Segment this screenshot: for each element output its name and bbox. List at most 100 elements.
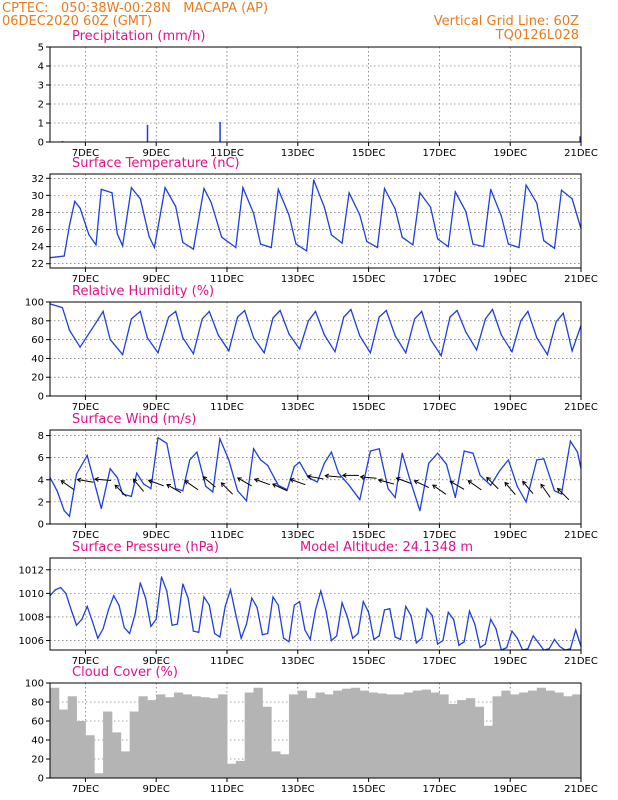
cloud-cover-bar <box>536 687 546 778</box>
cloud-cover-xtick-label: 21DEC <box>564 784 598 795</box>
humidity-point <box>475 349 478 351</box>
temperature-point <box>341 242 343 244</box>
precipitation-xtick-label: 13DEC <box>281 148 315 159</box>
pressure-ytick-label: 1008 <box>19 612 44 623</box>
wind-point <box>337 472 340 474</box>
wind-point <box>378 448 380 450</box>
wind-point <box>109 468 111 470</box>
humidity-point <box>208 310 210 312</box>
cloud-cover-bar <box>315 692 325 778</box>
wind-arrow <box>289 477 306 486</box>
pressure-point <box>426 608 428 610</box>
cloud-cover-bar <box>271 751 281 778</box>
wind-point <box>408 476 410 479</box>
wind-point <box>323 462 325 464</box>
humidity-point <box>288 333 290 335</box>
wind-arrow <box>132 478 145 492</box>
wind-frame <box>49 429 582 525</box>
cloud-cover-bar <box>262 706 272 778</box>
header-model: TQ0126L028 <box>495 28 579 43</box>
temperature-point <box>79 207 81 209</box>
wind-arrow <box>467 480 482 491</box>
pressure-point <box>192 630 194 632</box>
pressure-point <box>373 638 375 640</box>
cloud-cover-bar <box>58 709 69 778</box>
temperature-xtick-label: 13DEC <box>281 274 315 285</box>
pressure-xtick-label: 15DEC <box>352 656 386 667</box>
wind-point <box>428 462 430 464</box>
humidity-point <box>192 353 194 355</box>
humidity-point <box>456 309 458 312</box>
cloud-cover-bar <box>156 694 166 778</box>
cloud-cover-bar <box>173 692 184 778</box>
temperature-point <box>394 208 396 210</box>
cloud-cover-bar <box>165 697 175 778</box>
wind-point <box>516 485 518 487</box>
wind-point <box>68 515 71 517</box>
cloud-cover-bar <box>457 700 467 778</box>
wind-point <box>143 483 145 485</box>
pressure-point <box>325 610 327 612</box>
wind-point <box>543 458 545 460</box>
pressure-point <box>378 635 380 637</box>
temperature-point <box>401 236 403 238</box>
cloud-cover-bar <box>103 711 113 778</box>
header-location: CPTEC: 050:38W-00:28N MACAPA (AP) <box>2 1 268 16</box>
temperature-point <box>525 184 527 186</box>
temperature-point <box>490 188 492 190</box>
humidity-ytick-label: 80 <box>31 316 44 327</box>
humidity-xtick-label: 19DEC <box>493 402 527 413</box>
temperature-panel: 22 24 26 28 30 32 7DEC 9DEC 11DEC 13DEC 15DEC 17DEC… <box>31 156 598 285</box>
precipitation-ytick-label: 0 <box>38 138 44 149</box>
pressure-ytick-label: 1006 <box>19 636 44 647</box>
precipitation-bar <box>219 122 221 142</box>
cloud-cover-bar <box>297 690 308 778</box>
temperature-point <box>182 241 184 243</box>
wind-point <box>260 459 262 461</box>
temperature-point <box>348 192 350 194</box>
cloud-cover-bar <box>333 690 343 778</box>
wind-series-line <box>50 436 581 518</box>
cloud-cover-bar <box>412 690 423 778</box>
wind-arrow <box>504 481 516 496</box>
wind-point <box>507 459 510 461</box>
temperature-point <box>383 187 386 190</box>
pressure-point <box>240 637 242 639</box>
pressure-point <box>474 623 476 625</box>
cloud-cover-bar <box>350 687 361 778</box>
temperature-point <box>116 233 118 235</box>
pressure-point <box>118 604 120 606</box>
pressure-xtick-label: 21DEC <box>564 656 598 667</box>
humidity-point <box>449 316 451 318</box>
wind-title: Surface Wind (m/s) <box>72 412 196 427</box>
precipitation-panel: 0 1 2 3 4 5 7DEC 9DEC 11DEC 13DEC 15DEC 17DEC 19DEC 2… <box>38 29 598 159</box>
humidity-panel: 0 20 40 60 80 100 7DEC 9DEC 11DEC 13DEC 15DEC 17DEC… <box>25 284 598 413</box>
humidity-point <box>68 329 71 331</box>
wind-point <box>401 452 403 454</box>
temperature-point <box>536 202 538 204</box>
temperature-xtick-label: 11DEC <box>210 274 244 285</box>
temperature-xtick-label: 15DEC <box>352 274 386 285</box>
temperature-point <box>553 247 556 249</box>
precipitation-ytick-label: 4 <box>38 62 44 73</box>
humidity-point <box>378 316 380 318</box>
pressure-point <box>389 608 391 610</box>
wind-point <box>121 493 124 495</box>
humidity-point <box>491 308 494 311</box>
cloud-cover-ytick-label: 0 <box>38 774 44 785</box>
wind-ytick-label: 2 <box>38 497 44 508</box>
pressure-point <box>129 632 131 635</box>
humidity-point <box>323 334 325 336</box>
temperature-point <box>330 234 333 236</box>
pressure-point <box>60 586 62 589</box>
pressure-point <box>298 601 301 603</box>
humidity-point <box>546 354 548 356</box>
wind-xtick-label: 19DEC <box>493 530 527 541</box>
pressure-point <box>421 637 423 639</box>
humidity-point <box>237 316 239 318</box>
temperature-point <box>235 246 237 249</box>
pressure-point <box>123 626 125 629</box>
pressure-point <box>468 610 471 612</box>
cloud-cover-bar <box>386 694 396 778</box>
pressure-point <box>224 605 226 607</box>
